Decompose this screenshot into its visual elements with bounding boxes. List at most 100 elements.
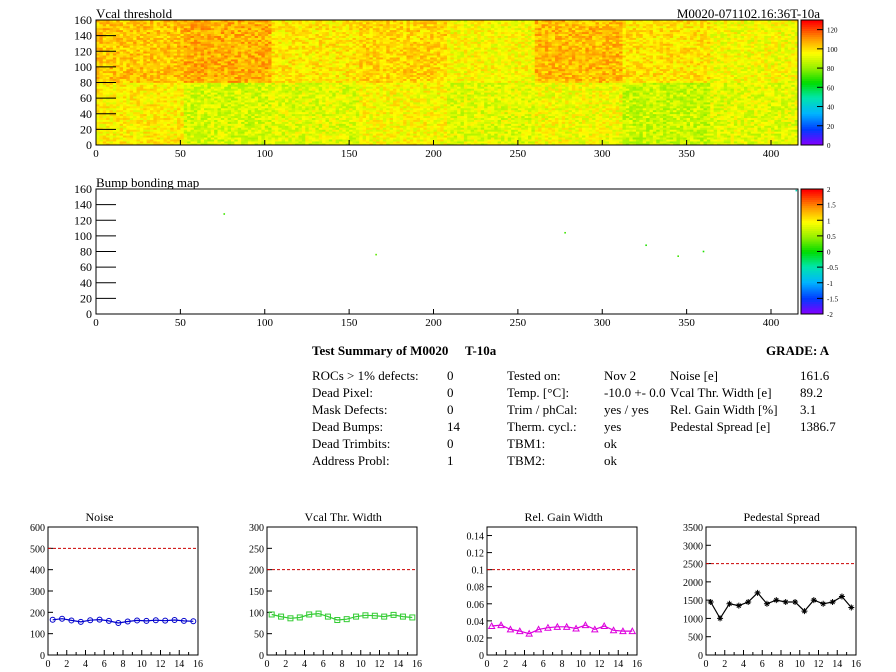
vcal-cell <box>146 139 151 142</box>
vcal-cell <box>382 111 387 115</box>
vcal-cell <box>271 131 276 134</box>
vcal-cell <box>220 143 225 146</box>
vcal-cell <box>389 105 394 109</box>
vcal-cell <box>271 105 276 109</box>
vcal-cell <box>703 135 708 138</box>
vcal-cell <box>663 137 667 140</box>
vcal-cell <box>315 133 320 136</box>
vcal-cell <box>379 133 384 136</box>
vcal-cell <box>291 98 296 101</box>
vcal-cell <box>528 141 532 144</box>
vcal-cell <box>308 127 313 130</box>
vcal-cell <box>737 131 741 134</box>
vcal-cell <box>747 141 752 144</box>
vcal-cell <box>285 123 289 126</box>
vcal-cell <box>511 141 515 144</box>
vcal-cell <box>258 123 262 126</box>
vcal-cell <box>278 98 282 101</box>
vcal-cell <box>754 111 758 115</box>
vcal-cell <box>396 137 401 140</box>
vcal-cell <box>109 117 114 120</box>
vcal-cell <box>207 127 212 130</box>
vcal-cell <box>271 133 276 136</box>
vcal-cell <box>467 123 471 126</box>
vcal-cell <box>690 143 694 146</box>
vcal-cell <box>480 111 485 115</box>
vcal-cell <box>234 141 239 144</box>
vcal-cell <box>349 141 353 144</box>
vcal-cell <box>754 143 758 146</box>
vcal-cell <box>771 141 775 144</box>
vcal-cell <box>325 111 330 115</box>
vcal-cell <box>423 143 428 146</box>
vcal-cell <box>264 135 269 138</box>
vcal-cell <box>663 139 667 142</box>
vcal-cell <box>349 129 353 132</box>
vcal-cell <box>720 117 725 120</box>
vcal-cell <box>396 141 401 144</box>
module-id-label: M0020-071102.16:36T-10a <box>677 6 820 21</box>
vcal-cell <box>696 141 701 144</box>
vcal-cell <box>528 111 532 115</box>
vcal-cell <box>548 141 552 144</box>
vcal-cell <box>217 117 222 120</box>
vcal-cell <box>298 111 303 115</box>
vcal-cell <box>170 98 174 101</box>
vcal-cell <box>470 133 475 136</box>
vcal-cell <box>264 111 269 115</box>
vcal-cell <box>393 117 397 120</box>
vcal-cell <box>558 129 563 132</box>
vcal-cell <box>312 139 316 142</box>
vcal-cell <box>447 135 451 138</box>
vcal-cell <box>271 135 276 138</box>
vcal-cell <box>642 111 647 115</box>
vcal-cell <box>690 139 694 142</box>
vcal-cell <box>406 135 411 138</box>
vcal-cell <box>258 135 262 138</box>
vcal-cell <box>629 129 633 132</box>
vcal-cell <box>160 127 164 130</box>
vcal-cell <box>433 141 438 144</box>
vcal-cell <box>308 137 313 140</box>
vcal-cell <box>528 117 532 120</box>
vcal-cell <box>420 137 424 140</box>
vcal-cell <box>528 123 532 126</box>
vcal-cell <box>575 129 579 132</box>
vcal-cell <box>143 117 147 120</box>
vcal-cell <box>372 135 377 138</box>
vcal-cell <box>379 131 384 134</box>
vcal-cell <box>524 137 529 140</box>
vcal-cell <box>123 123 127 126</box>
vcal-cell <box>315 141 320 144</box>
vcal-cell <box>754 129 758 132</box>
vcal-cell <box>355 141 360 144</box>
vcal-cell <box>312 105 316 109</box>
vcal-cell <box>571 137 576 140</box>
vcal-cell <box>649 123 654 126</box>
vcal-cell <box>588 143 593 146</box>
vcal-cell <box>619 143 623 146</box>
vcal-cell <box>285 143 289 146</box>
vcal-cell <box>386 111 390 115</box>
vcal-cell <box>507 117 512 120</box>
vcal-cell <box>595 111 600 115</box>
vcal-cell <box>750 131 755 134</box>
vcal-cell <box>713 137 718 140</box>
vcal-cell <box>784 141 789 144</box>
vcal-cell <box>173 131 178 134</box>
vcal-cell <box>416 98 421 101</box>
vcal-cell <box>207 139 212 142</box>
vcal-cell <box>791 143 795 146</box>
vcal-cell <box>750 123 755 126</box>
vcal-cell <box>490 98 495 101</box>
vcal-cell <box>511 111 515 115</box>
vcal-cell <box>649 105 654 109</box>
vcal-cell <box>268 137 272 140</box>
vcal-cell <box>190 139 195 142</box>
vcal-cell <box>609 123 613 126</box>
vcal-cell <box>166 117 171 120</box>
vcal-cell <box>285 127 289 130</box>
vcal-cell <box>406 98 411 101</box>
vcal-cell <box>312 141 316 144</box>
vcal-cell <box>538 143 542 146</box>
